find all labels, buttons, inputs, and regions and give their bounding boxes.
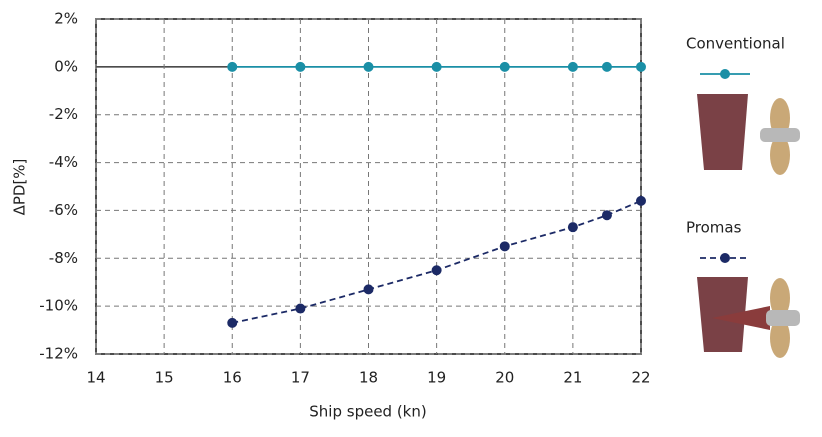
x-tick-label: 21: [563, 369, 582, 387]
data-point: [363, 284, 374, 295]
promas-illustration: [697, 277, 800, 358]
data-point: [227, 317, 238, 328]
data-point: [567, 61, 578, 72]
x-axis-label: Ship speed (kn): [309, 403, 426, 421]
x-tick-label: 16: [223, 369, 242, 387]
x-tick-label: 20: [495, 369, 514, 387]
x-tick-label: 19: [427, 369, 446, 387]
conventional-illustration: [697, 94, 800, 175]
series-line: [232, 200, 642, 324]
data-point: [601, 61, 612, 72]
y-tick-label: -12%: [39, 345, 78, 363]
data-point: [636, 61, 646, 72]
y-tick-label: -6%: [49, 201, 78, 219]
y-tick-label: -4%: [49, 153, 78, 171]
y-tick-label: 0%: [54, 57, 78, 75]
x-tick-label: 14: [86, 369, 105, 387]
data-point: [227, 61, 238, 72]
x-tick-label: 17: [291, 369, 310, 387]
data-point: [363, 61, 374, 72]
legend-label: Promas: [686, 219, 742, 237]
y-tick-label: -2%: [49, 105, 78, 123]
y-tick-label: 2%: [54, 10, 78, 28]
x-tick-label: 22: [631, 369, 650, 387]
x-tick-label: 15: [155, 369, 174, 387]
y-tick-label: -8%: [49, 249, 78, 267]
legend-marker: [720, 253, 730, 263]
data-point: [601, 210, 612, 221]
data-point: [567, 222, 578, 233]
data-point: [431, 61, 442, 72]
data-point: [295, 61, 306, 72]
data-point: [636, 195, 646, 206]
data-point: [295, 303, 306, 314]
x-tick-label: 18: [359, 369, 378, 387]
y-tick-label: -10%: [39, 297, 78, 315]
data-point: [499, 241, 510, 252]
legend-marker: [720, 69, 730, 79]
legend-label: Conventional: [686, 35, 785, 53]
data-point: [431, 265, 442, 276]
y-axis-label: ΔPD[%]: [11, 159, 29, 216]
data-point: [499, 61, 510, 72]
